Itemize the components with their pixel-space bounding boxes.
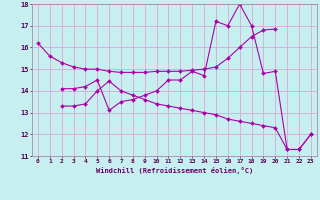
X-axis label: Windchill (Refroidissement éolien,°C): Windchill (Refroidissement éolien,°C) xyxy=(96,167,253,174)
